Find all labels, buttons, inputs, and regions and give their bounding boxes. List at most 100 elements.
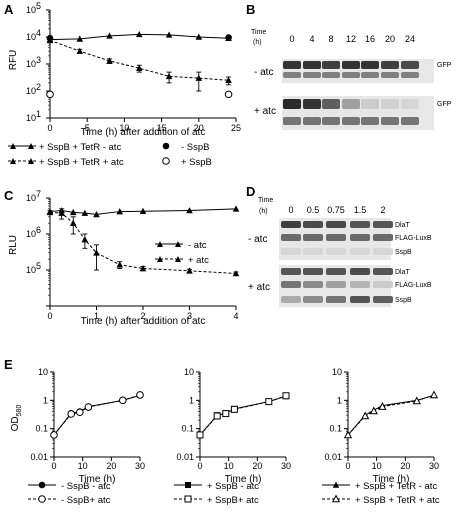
series--atc (46, 208, 240, 277)
gfp-band (361, 99, 379, 109)
triangle-icon (157, 241, 163, 247)
x-tick-label: 10 (78, 461, 88, 471)
series--sspb-tetr-atc (46, 36, 232, 92)
triangle-icon (175, 256, 181, 262)
legend-item: + SspB + TetR - atc (322, 481, 437, 492)
y-tick-label: 0.1 (329, 424, 342, 434)
panel-b-condition-plus: + atc (254, 106, 276, 117)
x-tick-label: 0 (51, 461, 56, 471)
data-point (76, 47, 84, 54)
loading-band (322, 72, 340, 78)
dlat-band (303, 221, 323, 228)
triangle-icon (157, 256, 163, 262)
band-label: FLAG-LuxB (395, 235, 432, 242)
series-line (53, 394, 141, 436)
legend-label: - SspB (181, 142, 210, 153)
series-line (199, 395, 287, 436)
x-tick-label: 5 (85, 123, 90, 133)
x-tick-label: 10 (372, 461, 382, 471)
data-point (136, 391, 144, 399)
y-tick-label: 0.01 (30, 452, 48, 462)
panel-c-xticks: 0 1 2 3 4 (47, 311, 238, 321)
data-point (46, 208, 54, 216)
x-tick-label: 30 (135, 461, 145, 471)
timepoint-label: 1.5 (354, 205, 367, 215)
open-square-icon (184, 495, 192, 503)
x-tick-label: 0 (47, 123, 52, 133)
data-point (81, 236, 89, 243)
data-point (225, 34, 232, 41)
data-point (46, 90, 54, 99)
loading-band (303, 117, 321, 125)
y-tick-exponent: 5 (36, 261, 41, 271)
data-point (139, 207, 147, 214)
timepoint-label: 20 (385, 34, 395, 44)
series-line (347, 394, 435, 436)
filled-circle-icon (162, 142, 170, 150)
data-point (222, 410, 230, 418)
legend-label: + SspB + TetR + atc (355, 495, 440, 506)
panel-b-bands (283, 61, 419, 125)
sspb-band (350, 296, 370, 303)
y-tick-label: 10 (332, 367, 342, 377)
flag-luxb-band (303, 234, 323, 241)
panel-c-plot (46, 197, 240, 310)
series--sspb-atc (50, 391, 144, 439)
series-line (53, 394, 141, 436)
legend-label: + atc (188, 255, 209, 266)
panel-d: D Time (h) 0 0.5 0.75 1.5 2 - atc + atc DlaT… (246, 184, 432, 307)
panel-e1-plot: 0 10 20 30 0.01 0.1 1 10 Time (h) (30, 367, 145, 485)
x-tick-label: 0 (345, 461, 350, 471)
data-point (67, 410, 75, 418)
y-tick-label: 10 (26, 86, 36, 96)
y-tick-label: 10 (26, 5, 36, 15)
data-point (232, 270, 240, 277)
panel-e-label: E (4, 357, 13, 372)
data-point (50, 431, 58, 439)
timepoint-label: 12 (346, 34, 356, 44)
panel-b-gfp-label-minus: GFP (437, 62, 452, 69)
band-label: SspB (395, 249, 412, 256)
flag-luxb-band (303, 281, 323, 288)
dlat-band (373, 268, 393, 275)
flag-luxb-band (281, 281, 301, 288)
sspb-band (281, 296, 301, 303)
legend-item: + SspB - atc (174, 481, 259, 492)
panel-a-plot (46, 9, 237, 122)
data-point (58, 209, 65, 216)
x-tick-label: 20 (252, 461, 262, 471)
y-tick-label: 0.01 (324, 452, 342, 462)
gfp-band (303, 99, 321, 109)
gfp-band (401, 61, 419, 69)
data-point (69, 219, 77, 226)
y-tick-label: 10 (184, 367, 194, 377)
series-line (49, 211, 237, 274)
flag-luxb-band (373, 234, 393, 241)
data-point (135, 30, 143, 38)
data-point (139, 265, 147, 272)
triangle-icon (10, 143, 16, 149)
gfp-band (322, 99, 340, 109)
data-point (412, 396, 421, 405)
x-tick-label: 20 (106, 461, 116, 471)
open-triangle-icon (331, 494, 341, 503)
legend-label: + SspB + TetR + atc (39, 157, 124, 168)
flag-luxb-band (373, 281, 393, 288)
legend-label: + SspB+ atc (207, 495, 259, 506)
panel-a-legend: + SspB + TetR - atc + SspB + TetR + atc … (8, 142, 212, 168)
y-tick-exponent: 2 (36, 82, 41, 92)
loading-band (342, 117, 360, 125)
data-point (195, 74, 203, 81)
open-circle-icon (162, 157, 170, 165)
dlat-band (350, 221, 370, 228)
legend-item-minus-atc: - atc (155, 240, 207, 251)
sspb-band (373, 296, 393, 303)
panel-e-legends: - SspB - atc - SspB+ atc + SspB - atc + Ssp… (28, 481, 440, 506)
panel-b-label: B (246, 2, 255, 17)
timepoint-label: 0.5 (307, 205, 320, 215)
series--sspb-atc (196, 392, 290, 439)
band-label: FLAG-LuxB (395, 282, 432, 289)
y-tick-label: 1 (189, 395, 194, 405)
flag-luxb-band (326, 234, 346, 241)
